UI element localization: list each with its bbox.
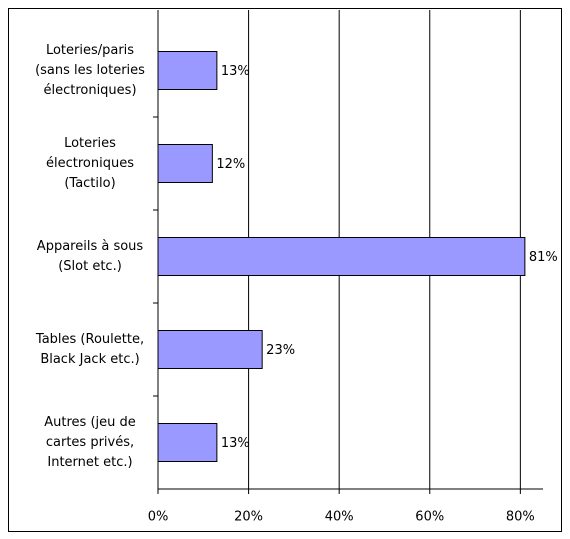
- bar: [157, 237, 526, 276]
- bar: [157, 144, 213, 183]
- y-tick-label: (Tactilo): [64, 176, 115, 191]
- y-tick-label: (Slot etc.): [58, 259, 122, 274]
- y-tick-label: électroniques): [43, 83, 136, 98]
- y-tick-label: Loteries: [64, 136, 116, 151]
- bar: [157, 423, 218, 462]
- bar: [157, 330, 263, 369]
- value-label: 81%: [529, 250, 558, 265]
- y-tick-label: (sans les loteries: [35, 63, 145, 78]
- x-tick-label: 60%: [415, 510, 444, 525]
- y-tick-label: Black Jack etc.): [40, 352, 139, 367]
- y-tick-label: Tables (Roulette,: [35, 332, 144, 347]
- value-label: 12%: [216, 157, 245, 172]
- y-tick-label: électroniques: [46, 156, 134, 171]
- value-label: 23%: [266, 343, 295, 358]
- y-tick-label: Appareils à sous: [37, 239, 144, 254]
- x-tick-label: 80%: [506, 510, 535, 525]
- y-tick-label: cartes privés,: [46, 435, 134, 450]
- y-tick-label: Autres (jeu de: [44, 415, 136, 430]
- y-tick-label: Internet etc.): [47, 455, 132, 470]
- x-tick-label: 20%: [234, 510, 263, 525]
- y-tick-label: Loteries/paris: [46, 43, 134, 58]
- x-tick-label: 40%: [325, 510, 354, 525]
- value-label: 13%: [221, 64, 250, 79]
- chart-border: [8, 8, 562, 532]
- bar: [157, 51, 218, 90]
- value-label: 13%: [221, 436, 250, 451]
- x-tick-label: 0%: [148, 510, 169, 525]
